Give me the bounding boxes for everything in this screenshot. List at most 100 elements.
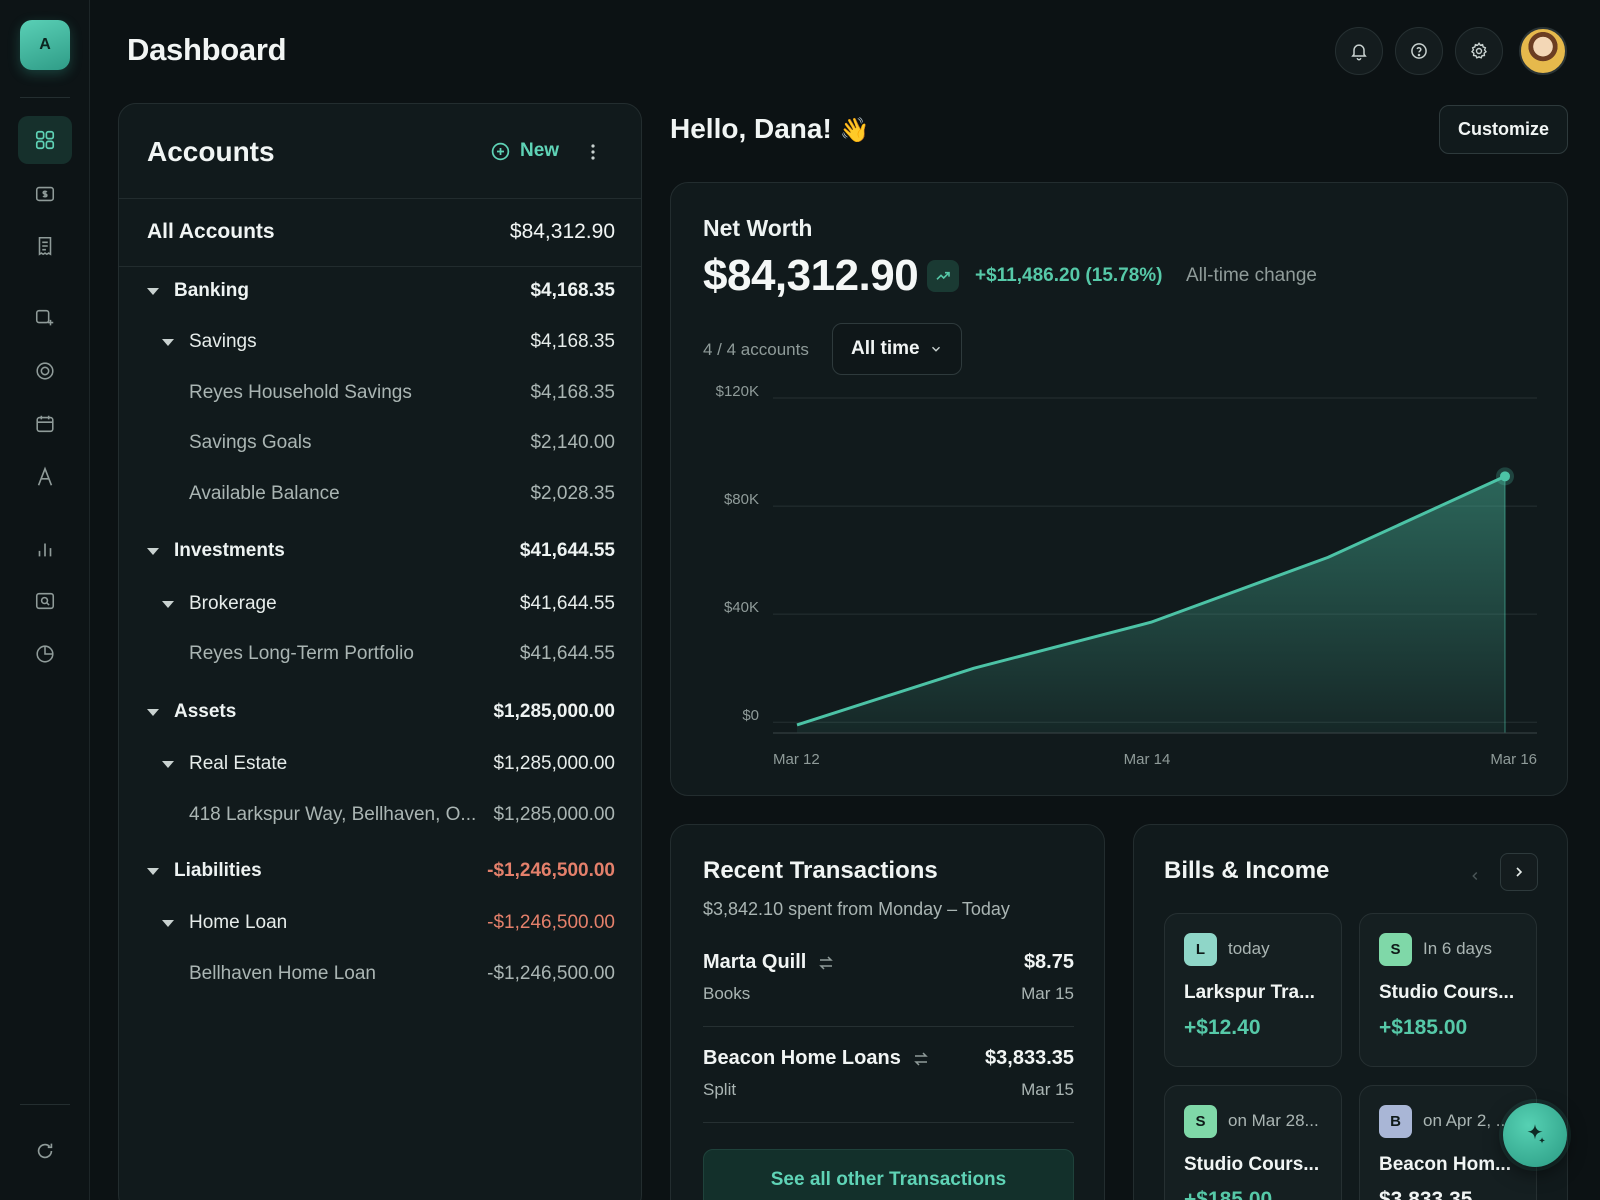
series-line [796, 474, 1506, 727]
caret-down-icon[interactable] [162, 760, 174, 768]
account-row[interactable]: Available Balance $2,028.35 [147, 479, 615, 509]
sidebar-item-search[interactable] [18, 577, 72, 625]
bill-name: Studio Cours... [1379, 982, 1515, 1003]
bill-due: today [1228, 939, 1270, 958]
transaction-name: Marta Quill [703, 951, 807, 973]
account-value: $4,168.35 [530, 331, 615, 352]
account-row[interactable]: 418 Larkspur Way, Bellhaven, O... $1,285,… [147, 800, 615, 830]
caret-down-icon[interactable] [162, 600, 174, 608]
bill-name: Beacon Hom... [1379, 1154, 1511, 1175]
more-options-icon[interactable] [589, 142, 597, 162]
account-value: $41,644.55 [519, 593, 615, 614]
all-accounts-row[interactable]: All Accounts $84,312.90 [147, 216, 615, 248]
dollar-card-icon [35, 186, 55, 202]
see-all-transactions-button[interactable]: See all other Transactions [703, 1149, 1074, 1200]
caret-down-icon[interactable] [162, 338, 174, 346]
net-worth-value: $84,312.90 [703, 251, 919, 300]
sidebar-divider-bottom [20, 1104, 70, 1105]
bill-amount: +$185.00 [1184, 1188, 1273, 1200]
sidebar-divider [20, 97, 70, 98]
x-tick-label: Mar 16 [1490, 751, 1537, 768]
chevron-down-icon [932, 346, 940, 352]
new-account-button[interactable]: New [490, 140, 559, 162]
account-row[interactable]: Bellhaven Home Loan -$1,246,500.00 [147, 959, 615, 989]
bills-next-button[interactable] [1500, 853, 1538, 891]
caret-down-icon[interactable] [147, 287, 159, 295]
account-value: $2,140.00 [530, 432, 615, 453]
account-value: $1,285,000.00 [493, 701, 615, 722]
app-logo[interactable]: A [20, 20, 70, 70]
caret-down-icon[interactable] [147, 547, 159, 555]
account-row[interactable]: Savings $4,168.35 [147, 327, 615, 357]
help-button[interactable] [1395, 27, 1443, 75]
transaction-row[interactable]: Marta Quill $8.75 Books Mar 15 [703, 951, 1074, 1004]
area-fill [797, 476, 1505, 733]
sidebar: A [0, 0, 90, 1200]
settings-button[interactable] [1455, 27, 1503, 75]
account-row[interactable]: Real Estate $1,285,000.00 [147, 749, 615, 779]
caret-down-icon[interactable] [162, 919, 174, 927]
bills-prev-button[interactable] [1462, 863, 1488, 889]
account-row[interactable]: Banking $4,168.35 [147, 276, 615, 306]
account-name-text: Liabilities [174, 860, 262, 881]
refresh-icon [37, 1143, 53, 1159]
bill-name: Larkspur Tra... [1184, 982, 1315, 1003]
account-name-text: Real Estate [189, 753, 288, 774]
trend-up-icon [936, 271, 950, 280]
account-value: -$1,246,500.00 [487, 912, 615, 933]
net-worth-chart: $120K $80K $40K $0 Mar 12 Mar 14 Mar 16 [716, 383, 1537, 768]
transaction-category: Split [703, 1080, 737, 1099]
account-name: Investments [147, 540, 285, 562]
sidebar-refresh-button[interactable] [18, 1127, 72, 1175]
transaction-row[interactable]: Beacon Home Loans $3,833.35 Split Mar 15 [703, 1047, 1074, 1100]
account-name: Bellhaven Home Loan [189, 963, 376, 985]
settings-icon [1471, 42, 1487, 59]
sidebar-item-calendar[interactable] [18, 400, 72, 448]
sidebar-item-transactions[interactable] [18, 222, 72, 270]
pie-chart-icon [36, 645, 54, 663]
notifications-button[interactable] [1335, 27, 1383, 75]
account-name-text: 418 Larkspur Way, Bellhaven, O... [189, 804, 477, 825]
account-row[interactable]: Savings Goals $2,140.00 [147, 428, 615, 458]
time-range-select[interactable]: All time [832, 323, 962, 375]
caret-down-icon[interactable] [147, 708, 159, 716]
sidebar-item-dashboard[interactable] [18, 116, 72, 164]
bill-card[interactable]: S In 6 days Studio Cours... +$185.00 [1359, 913, 1537, 1067]
transaction-amount: $3,833.35 [985, 1047, 1074, 1069]
net-worth-card: Net Worth $84,312.90 +$11,486.20 (15.78%… [670, 182, 1568, 796]
caret-down-icon[interactable] [147, 867, 159, 875]
sidebar-item-goals[interactable] [18, 347, 72, 395]
customize-button[interactable]: Customize [1439, 105, 1568, 154]
sidebar-item-categories[interactable] [18, 294, 72, 342]
account-row[interactable]: Brokerage $41,644.55 [147, 589, 615, 619]
transaction-divider [703, 1026, 1074, 1027]
accounts-divider [119, 198, 641, 199]
tag-icon [35, 309, 54, 326]
account-name-text: Savings Goals [189, 432, 312, 453]
account-name: Savings [162, 331, 257, 353]
account-row[interactable]: Investments $41,644.55 [147, 536, 615, 566]
account-row[interactable]: Reyes Household Savings $4,168.35 [147, 378, 615, 408]
account-row[interactable]: Liabilities -$1,246,500.00 [147, 856, 615, 886]
bill-badge: L [1184, 933, 1217, 966]
account-row[interactable]: Assets $1,285,000.00 [147, 697, 615, 727]
x-tick-label: Mar 14 [1124, 751, 1171, 768]
account-name: Savings Goals [189, 432, 312, 454]
account-row[interactable]: Home Loan -$1,246,500.00 [147, 908, 615, 938]
sidebar-item-budget[interactable] [18, 630, 72, 678]
account-name-text: Banking [174, 280, 249, 301]
user-avatar[interactable] [1519, 27, 1567, 75]
sidebar-item-advisor[interactable] [18, 453, 72, 501]
account-value: $1,285,000.00 [493, 804, 615, 825]
accounts-divider [119, 266, 641, 267]
recent-transactions-card: Recent Transactions $3,842.10 spent from… [670, 824, 1105, 1200]
sidebar-item-reports[interactable] [18, 525, 72, 573]
assistant-fab-button[interactable] [1503, 1103, 1567, 1167]
sidebar-item-accounts[interactable] [18, 170, 72, 218]
accounts-title: Accounts [147, 136, 275, 167]
y-tick-label: $80K [724, 491, 759, 508]
account-row[interactable]: Reyes Long-Term Portfolio $41,644.55 [147, 639, 615, 669]
